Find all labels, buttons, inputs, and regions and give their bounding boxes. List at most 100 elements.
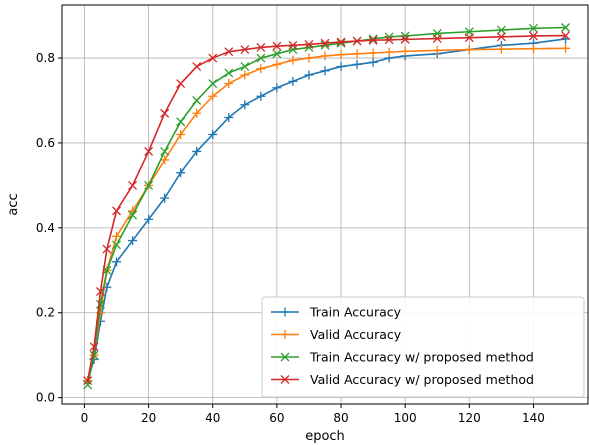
data-point	[496, 32, 506, 42]
data-point	[288, 55, 298, 65]
data-point	[240, 100, 250, 110]
data-point	[336, 62, 346, 72]
legend-item: Train Accuracy	[271, 305, 402, 320]
data-point	[384, 35, 394, 45]
data-point	[112, 231, 122, 241]
data-point	[288, 40, 298, 50]
data-point	[336, 37, 346, 47]
data-point	[320, 66, 330, 76]
data-point	[336, 50, 346, 60]
data-point	[256, 53, 266, 63]
x-tick-label: 120	[458, 411, 481, 425]
data-point	[102, 244, 112, 254]
data-point	[160, 146, 170, 156]
data-point	[288, 76, 298, 86]
data-point	[320, 51, 330, 61]
legend-label: Train Accuracy w/ proposed method	[309, 350, 534, 365]
data-point	[83, 380, 93, 390]
data-point	[208, 129, 218, 139]
data-point	[320, 38, 330, 48]
x-tick-label: 40	[205, 411, 220, 425]
data-point	[208, 79, 218, 88]
data-point	[272, 59, 282, 69]
x-axis-label: epoch	[305, 429, 345, 444]
data-point	[192, 108, 202, 118]
data-point	[352, 49, 362, 59]
data-point	[208, 53, 218, 63]
data-point	[529, 23, 538, 33]
data-point	[176, 79, 186, 88]
data-point	[160, 108, 170, 118]
data-point	[256, 91, 266, 101]
data-point	[176, 129, 186, 139]
legend-label: Valid Accuracy	[310, 327, 402, 342]
legend-item: Train Accuracy w/ proposed method	[271, 350, 534, 365]
data-point	[528, 44, 538, 54]
data-point	[192, 96, 202, 105]
data-point	[192, 62, 202, 72]
data-point	[368, 57, 378, 67]
data-point	[240, 70, 250, 80]
data-point	[160, 155, 170, 165]
data-point	[128, 210, 138, 220]
y-tick-label: 0.0	[36, 391, 55, 405]
data-point	[400, 46, 410, 56]
data-point	[208, 91, 218, 101]
data-point	[368, 34, 378, 44]
data-point	[112, 206, 121, 216]
data-point	[112, 240, 121, 250]
data-point	[384, 47, 394, 57]
x-tick-label: 100	[394, 411, 417, 425]
data-point	[529, 31, 538, 41]
data-point	[83, 376, 93, 386]
data-point	[144, 146, 154, 156]
data-point	[112, 257, 122, 267]
data-point	[256, 42, 266, 52]
plot-frame	[61, 4, 589, 405]
data-point	[192, 146, 202, 156]
data-point	[96, 287, 105, 296]
series-line	[86, 47, 566, 381]
legend: Train Accuracy Valid Accuracy Train Accura…	[261, 296, 585, 398]
data-point	[288, 45, 298, 55]
legend-item: Valid Accuracy	[271, 327, 402, 342]
legend-item: Valid Accuracy w/ proposed method	[271, 372, 534, 387]
legend-label: Train Accuracy	[309, 305, 402, 320]
data-point	[224, 112, 234, 122]
data-point	[464, 45, 474, 55]
data-point	[272, 41, 282, 51]
data-point	[176, 168, 186, 178]
data-point	[368, 48, 378, 58]
series-line	[86, 34, 566, 381]
data-point	[352, 36, 362, 46]
data-point	[272, 49, 282, 59]
data-point	[352, 59, 362, 69]
data-point	[224, 47, 234, 57]
data-point	[272, 83, 282, 93]
x-tick-label: 80	[333, 411, 348, 425]
data-point	[496, 25, 506, 35]
data-point	[496, 44, 506, 54]
series-4	[83, 31, 571, 386]
y-axis-label: acc	[6, 193, 21, 215]
series-line	[86, 38, 566, 381]
data-point	[561, 31, 571, 41]
data-point	[464, 33, 474, 43]
data-point	[160, 193, 170, 203]
data-point	[304, 40, 314, 49]
data-point	[304, 70, 314, 80]
legend-marker	[280, 307, 290, 317]
x-tick-label: 0	[81, 411, 89, 425]
ticks: 0 20 40 60 80 100 120 140 0.0 0.2 0.4 0.6 0.8	[36, 51, 545, 425]
data-point	[224, 68, 234, 78]
y-tick-label: 0.4	[36, 221, 55, 235]
data-point	[128, 236, 138, 246]
legend-marker	[280, 352, 290, 362]
data-point	[304, 53, 314, 63]
data-point	[89, 342, 99, 352]
y-tick-label: 0.8	[36, 51, 55, 65]
data-point	[368, 35, 378, 45]
data-point	[240, 62, 250, 72]
legend-label: Valid Accuracy w/ proposed method	[310, 372, 534, 387]
